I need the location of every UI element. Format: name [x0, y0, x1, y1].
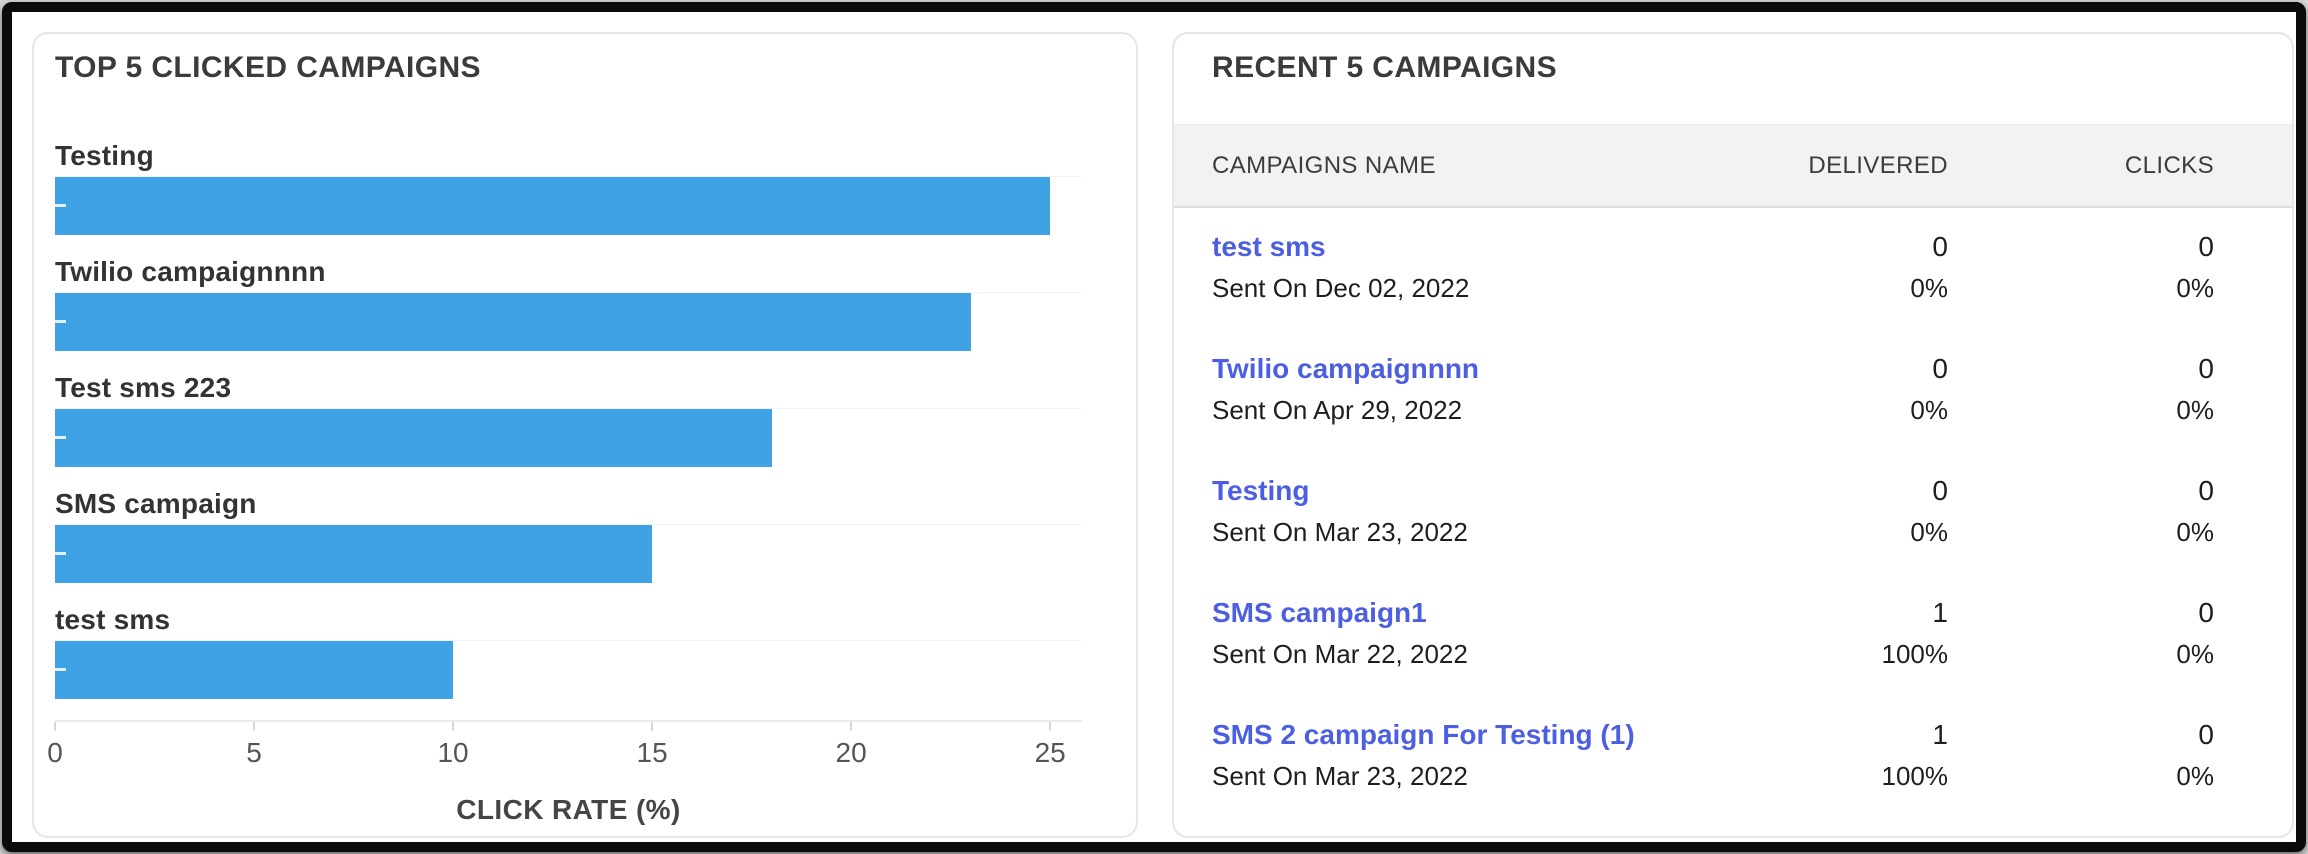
campaign-sent-date: Sent On Mar 23, 2022 — [1212, 517, 1468, 547]
clicks-cell: 0 0% — [1948, 474, 2214, 548]
campaign-name-link[interactable]: SMS campaign1 — [1212, 597, 1427, 628]
column-header-campaigns-name: CAMPAIGNS NAME — [1212, 151, 1436, 179]
x-tick-mark — [1049, 722, 1052, 731]
table-row: Testing Sent On Mar 23, 2022 0 0% 0 0% — [1212, 474, 2214, 548]
clicks-count: 0 — [2198, 353, 2214, 384]
x-tick-label: 15 — [636, 737, 668, 768]
x-tick-label: 25 — [1034, 737, 1066, 768]
bar-category-label: SMS campaign — [55, 488, 257, 519]
chart-category-row: SMS campaign — [55, 488, 1082, 604]
table-row: Twilio campaignnnn Sent On Apr 29, 2022 … — [1212, 352, 2214, 426]
recent-campaigns-card: RECENT 5 CAMPAIGNS CAMPAIGNS NAME DELIVE… — [1172, 32, 2294, 838]
bar-category-label: test sms — [55, 604, 171, 635]
clicks-percent: 0% — [2176, 273, 2214, 303]
x-tick-mark — [452, 722, 455, 731]
campaign-name-link[interactable]: Testing — [1212, 475, 1310, 506]
x-tick-label: 0 — [47, 737, 63, 768]
column-header-clicks: CLICKS — [2124, 151, 2214, 179]
chart-category-row: Testing — [55, 140, 1082, 256]
clicks-cell: 0 0% — [1948, 718, 2214, 792]
x-tick-label: 10 — [437, 737, 469, 768]
x-axis: 0 5 10 15 20 25 — [47, 720, 1082, 768]
campaign-sent-date: Sent On Mar 22, 2022 — [1212, 639, 1468, 669]
campaign-name-link[interactable]: SMS 2 campaign For Testing (1) — [1212, 719, 1635, 750]
x-tick-mark — [253, 722, 256, 731]
chart-category-row: Twilio campaignnnn — [55, 256, 1082, 372]
x-axis-title: CLICK RATE (%) — [456, 794, 681, 825]
bar-track — [55, 640, 1082, 699]
delivered-cell: 1 100% — [1698, 718, 1949, 792]
bar[interactable] — [55, 409, 772, 467]
delivered-cell: 0 0% — [1698, 230, 1948, 304]
table-row: SMS 2 campaign For Testing (1) Sent On M… — [1212, 718, 2214, 792]
delivered-percent: 0% — [1910, 517, 1948, 547]
clicks-count: 0 — [2198, 719, 2214, 750]
bar-category-label: Testing — [55, 140, 154, 171]
campaign-cell: test sms Sent On Dec 02, 2022 — [1212, 230, 1698, 304]
clicks-count: 0 — [2198, 231, 2214, 262]
x-tick-label: 5 — [246, 737, 262, 768]
table-body: test sms Sent On Dec 02, 2022 0 0% 0 0% … — [1174, 208, 2292, 792]
delivered-count: 1 — [1932, 719, 1948, 750]
campaign-name-link[interactable]: Twilio campaignnnn — [1212, 353, 1480, 384]
delivered-count: 0 — [1932, 475, 1948, 506]
top-clicked-campaigns-title: TOP 5 CLICKED CAMPAIGNS — [55, 51, 481, 84]
clicks-percent: 0% — [2176, 395, 2214, 425]
table-row: SMS campaign1 Sent On Mar 22, 2022 1 100… — [1212, 596, 2214, 670]
campaign-sent-date: Sent On Dec 02, 2022 — [1212, 273, 1470, 303]
chart-category-row: Test sms 223 — [55, 372, 1082, 488]
clicks-count: 0 — [2198, 597, 2214, 628]
delivered-cell: 0 0% — [1698, 474, 1948, 548]
top-clicked-campaigns-card: TOP 5 CLICKED CAMPAIGNS Testing Twilio c… — [32, 32, 1138, 838]
clicks-percent: 0% — [2176, 517, 2214, 547]
column-header-delivered: DELIVERED — [1808, 151, 1948, 179]
delivered-percent: 100% — [1881, 639, 1949, 669]
delivered-percent: 0% — [1910, 273, 1948, 303]
bar-track — [55, 176, 1082, 235]
delivered-percent: 0% — [1910, 395, 1948, 425]
bar-track — [55, 292, 1082, 351]
delivered-cell: 0 0% — [1698, 352, 1948, 426]
clicks-percent: 0% — [2176, 761, 2214, 791]
bar-rows: Testing Twilio campaignnnn Test sms 223 … — [55, 140, 1082, 720]
campaign-sent-date: Sent On Apr 29, 2022 — [1212, 395, 1463, 425]
bar-category-label: Twilio campaignnnn — [55, 256, 326, 287]
x-tick-label: 20 — [835, 737, 867, 768]
delivered-count: 0 — [1932, 353, 1948, 384]
bar[interactable] — [55, 525, 653, 583]
x-tick-mark — [651, 722, 654, 731]
clicks-cell: 0 0% — [1948, 352, 2214, 426]
click-rate-bar-chart: Testing Twilio campaignnnn Test sms 223 … — [47, 140, 1082, 826]
recent-campaigns-title: RECENT 5 CAMPAIGNS — [1212, 51, 1558, 84]
bar[interactable] — [55, 177, 1051, 235]
clicks-cell: 0 0% — [1948, 596, 2214, 670]
bar-category-label: Test sms 223 — [55, 372, 232, 403]
delivered-percent: 100% — [1881, 761, 1949, 791]
clicks-cell: 0 0% — [1948, 230, 2214, 304]
campaign-cell: Testing Sent On Mar 23, 2022 — [1212, 474, 1698, 548]
bar[interactable] — [55, 641, 454, 699]
clicks-percent: 0% — [2176, 639, 2214, 669]
campaign-cell: SMS 2 campaign For Testing (1) Sent On M… — [1212, 718, 1698, 792]
delivered-cell: 1 100% — [1698, 596, 1949, 670]
table-header: CAMPAIGNS NAME DELIVERED CLICKS — [1174, 124, 2292, 208]
campaign-sent-date: Sent On Mar 23, 2022 — [1212, 761, 1468, 791]
bar-track — [55, 524, 1082, 583]
table-row: test sms Sent On Dec 02, 2022 0 0% 0 0% — [1212, 230, 2214, 304]
bar[interactable] — [55, 293, 971, 351]
chart-category-row: test sms — [55, 604, 1082, 720]
delivered-count: 0 — [1932, 231, 1948, 262]
campaign-cell: Twilio campaignnnn Sent On Apr 29, 2022 — [1212, 352, 1698, 426]
x-tick-mark — [54, 722, 56, 731]
campaign-name-link[interactable]: test sms — [1212, 231, 1326, 262]
x-tick-mark — [850, 722, 853, 731]
bar-track — [55, 408, 1082, 467]
clicks-count: 0 — [2198, 475, 2214, 506]
delivered-count: 1 — [1932, 597, 1948, 628]
campaign-cell: SMS campaign1 Sent On Mar 22, 2022 — [1212, 596, 1698, 670]
